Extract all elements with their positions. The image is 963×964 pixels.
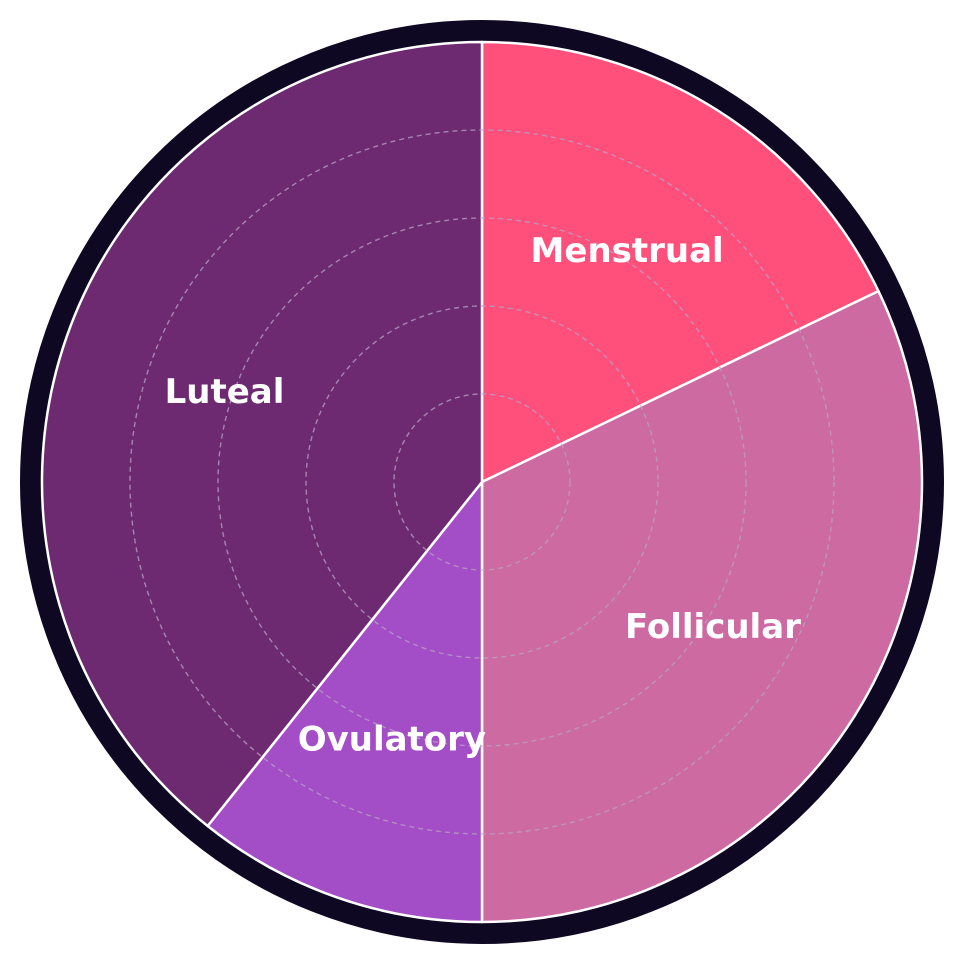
slice-menstrual (480, 40, 880, 484)
labels-layer: Menstrual Follicular Ovulatory Luteal (165, 231, 802, 759)
outer-ring (20, 20, 944, 944)
grid-ring-1 (393, 393, 571, 571)
slice-label-luteal: Luteal (165, 372, 285, 412)
slice-label-follicular: Follicular (625, 607, 801, 647)
slice-label-ovulatory: Ovulatory (298, 719, 486, 759)
grid-ring-3 (217, 217, 747, 747)
slices-layer (40, 40, 924, 924)
slice-ovulatory (206, 480, 484, 924)
grid-ring-4 (129, 129, 835, 835)
slice-follicular (480, 289, 924, 924)
slice-label-menstrual: Menstrual (531, 231, 724, 271)
slice-luteal (40, 40, 484, 828)
grid-layer (129, 129, 835, 835)
grid-ring-2 (305, 305, 659, 659)
